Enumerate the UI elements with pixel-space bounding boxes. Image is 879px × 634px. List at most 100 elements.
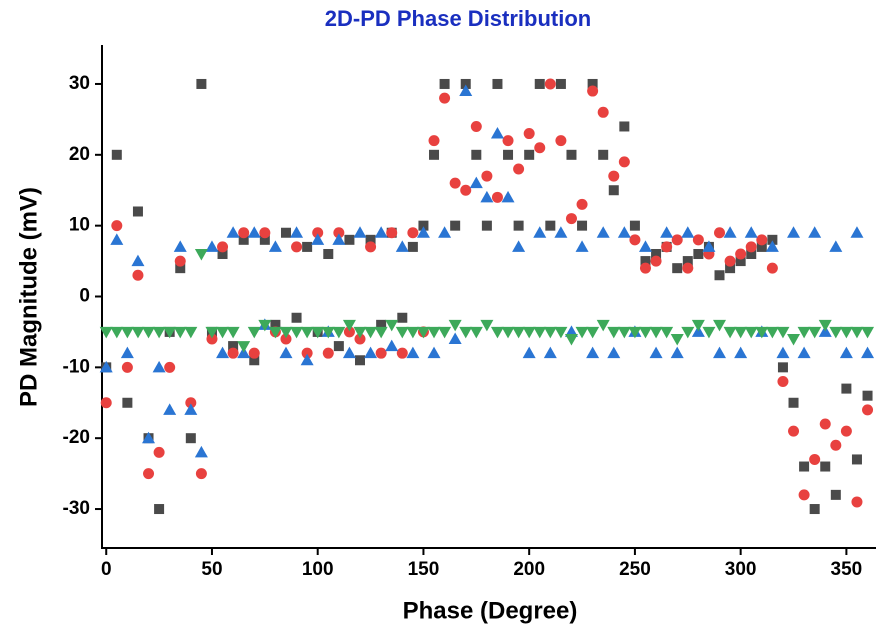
triangle-point [99,326,113,339]
triangle-point [744,326,758,339]
circle-point [322,347,334,359]
triangle-point [427,326,441,339]
square-point [397,312,408,323]
triangle-point [163,326,177,339]
circle-point [312,227,324,239]
triangle-point [184,326,198,339]
square-point [365,234,376,245]
triangle-point [797,346,811,359]
circle-point [671,234,683,246]
square-point [492,78,503,89]
triangle-point [226,326,240,339]
square-point [249,355,260,366]
square-point [777,362,788,373]
triangle-point [681,326,695,339]
chart-title: 2D-PD Phase Distribution [325,6,591,31]
circle-point [650,255,662,267]
x-tick-label: 100 [302,559,334,580]
circle-point [439,92,451,104]
triangle-point [596,319,610,332]
circle-point [143,468,155,480]
y-tick-label: 0 [79,286,90,307]
triangle-point [438,326,452,339]
circle-point [809,453,821,465]
square-point [122,397,133,408]
triangle-point [797,326,811,339]
triangle-point [787,226,801,238]
triangle-point [374,226,388,238]
triangle-point [839,326,853,339]
square-point [238,234,249,245]
triangle-point [628,326,642,339]
triangle-point [99,360,113,373]
triangle-point [120,346,134,359]
triangle-point [216,326,230,339]
triangle-point [713,319,727,332]
x-tick-label: 0 [101,559,112,580]
circle-point [121,361,133,373]
square-point [175,263,186,274]
y-tick-label: 30 [69,73,90,94]
square-point [619,121,630,132]
triangle-point [131,326,145,339]
triangle-point [681,226,695,238]
square-point [302,241,313,252]
triangle-point [490,127,504,139]
triangle-point [332,233,346,245]
triangle-point [586,326,600,339]
triangle-point [300,326,314,339]
triangle-point [173,326,187,339]
circle-point [491,191,503,203]
circle-point [481,170,493,182]
x-tick-label: 50 [201,559,222,580]
square-point [809,504,820,515]
square-point [841,383,852,394]
triangle-point [543,326,557,339]
square-point [228,341,239,352]
square-point [566,149,577,160]
triangle-point [501,190,515,203]
x-tick-label: 350 [831,559,863,580]
square-point [851,454,862,465]
square-point [640,256,651,267]
x-tick-label: 300 [725,559,757,580]
square-point [503,149,514,160]
triangle-point [755,326,769,339]
triangle-point [152,360,166,373]
circle-point [185,397,197,409]
triangle-point [353,226,367,238]
triangle-point [596,226,610,238]
triangle-point [512,240,526,252]
circle-point [851,496,863,508]
triangle-point [638,326,652,339]
square-point [481,220,492,231]
triangle-point [395,240,409,252]
square-point [196,78,207,89]
triangle-point [142,431,156,444]
y-tick-label: -20 [63,427,90,448]
triangle-point [406,346,420,359]
triangle-point [290,226,304,238]
triangle-point [131,254,145,267]
triangle-point [617,226,631,238]
circle-point [555,135,567,147]
x-tick-label: 250 [619,559,651,580]
square-point [513,220,524,231]
triangle-point [723,226,737,238]
triangle-point [342,319,356,332]
circle-point [502,135,514,147]
square-point [333,341,344,352]
circle-point [523,128,535,140]
triangle-point [522,326,536,339]
square-point [355,355,365,366]
circle-point [217,241,229,253]
circle-point [280,333,292,345]
triangle-point [120,326,134,339]
square-point [376,319,387,330]
triangle-point [607,326,621,339]
triangle-point [533,226,547,238]
circle-point [788,425,800,437]
square-point [460,78,471,89]
square-point [280,227,291,238]
triangle-point [385,339,399,352]
